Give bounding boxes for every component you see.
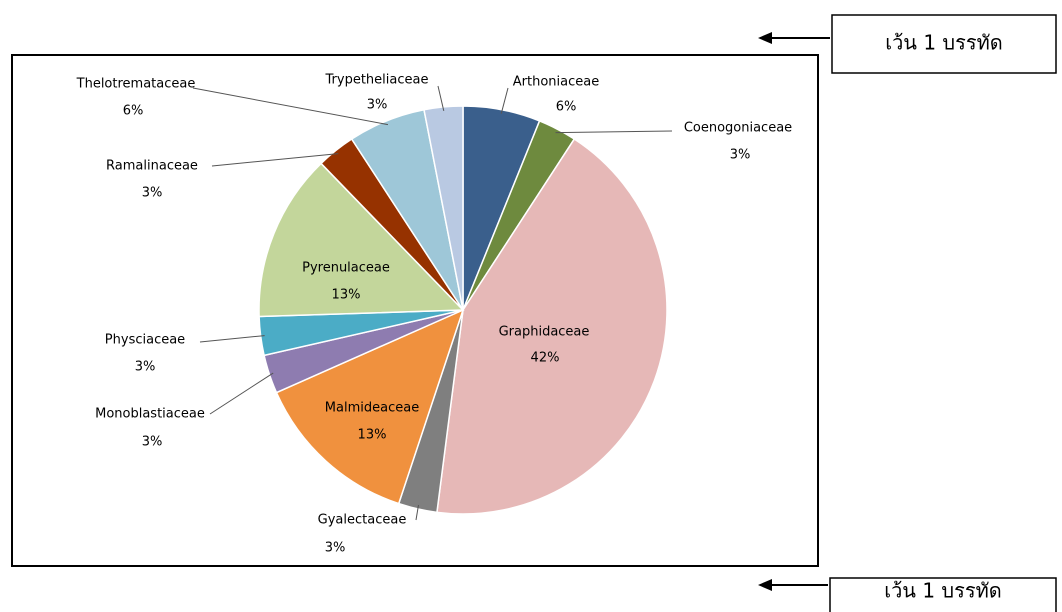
slice-label: Physciaceae (105, 333, 185, 348)
pie-slice (258, 162, 465, 318)
slice-label: Monoblastiaceae (95, 407, 205, 422)
leader-line (415, 504, 419, 521)
note: เว้น 1 บรรทัด (885, 31, 1003, 55)
pie-slice (275, 308, 465, 505)
arrow-head (758, 32, 772, 44)
note: เว้น 1 บรรทัด (884, 579, 1002, 603)
note-box (831, 14, 1057, 74)
slice-label: Gyalectaceae (318, 513, 407, 528)
leader-line (437, 85, 445, 112)
slice-label: Pyrenulaceae (302, 261, 390, 276)
slice-value-label: 6% (556, 100, 577, 115)
slice-value-label: 42% (531, 351, 560, 366)
slice-value-label: 3% (325, 541, 346, 556)
slice-value-label: 3% (730, 148, 751, 163)
leader-line (500, 87, 509, 114)
slice-value-label: 3% (367, 98, 388, 113)
slice-value-label: 13% (332, 288, 361, 303)
slice-label: Thelotremataceae (76, 77, 196, 92)
pie-slice (436, 137, 668, 515)
slice-value-label: 3% (135, 360, 156, 375)
leader-line (211, 153, 339, 167)
leader-line (555, 130, 673, 134)
pie-slice (423, 105, 464, 311)
slice-value-label: 3% (142, 435, 163, 450)
slice-label: Trypetheliaceae (325, 73, 429, 88)
leader-line (199, 335, 265, 343)
slice-label: Ramalinaceae (106, 159, 198, 174)
arrow-head (758, 579, 772, 591)
slice-value-label: 6% (123, 104, 144, 119)
leader-line (209, 372, 274, 415)
slice-label: Arthoniaceae (513, 75, 599, 90)
leader-line (192, 87, 389, 126)
slice-value-label: 3% (142, 186, 163, 201)
slice-value-label: 13% (358, 428, 387, 443)
chart-frame (11, 54, 819, 567)
slice-label: Coenogoniaceae (684, 121, 792, 136)
slice-label: Graphidaceae (499, 325, 590, 340)
slice-label: Malmideaceae (325, 401, 419, 416)
note-box (829, 577, 1057, 612)
